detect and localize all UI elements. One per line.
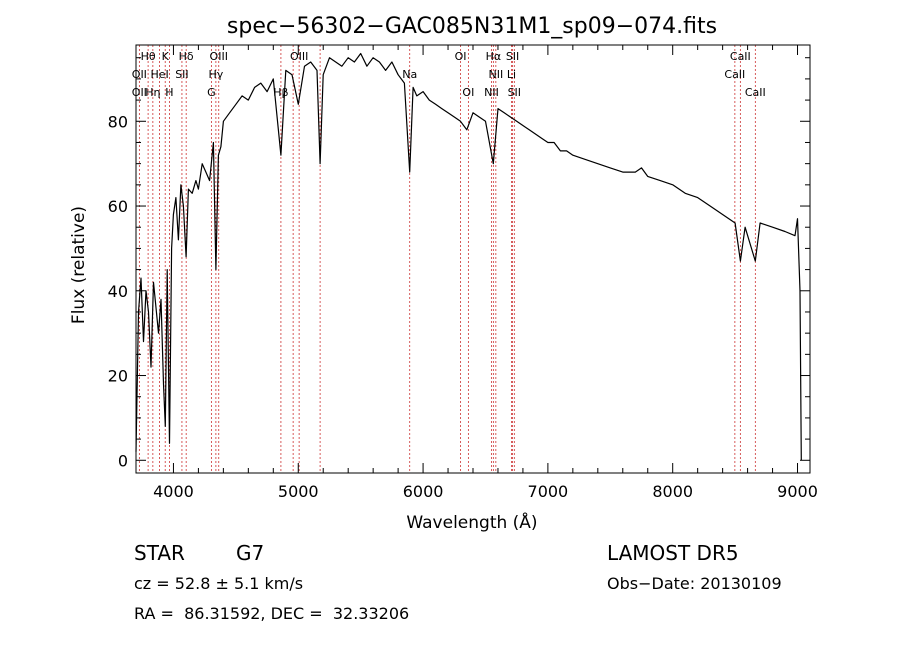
spectral-line-label: OI — [455, 50, 467, 63]
spectral-line-label: Hγ — [208, 68, 223, 81]
spectral-line-label: Hδ — [179, 50, 194, 63]
spectrum-line — [135, 52, 802, 461]
spectral-line-label: Na — [402, 68, 417, 81]
x-tick-layer: 4000 5000 6000 7000 8000 9000 — [153, 45, 818, 501]
spectral-line-label: OII — [132, 86, 147, 99]
spectral-line-label: Hη — [145, 86, 160, 99]
observation-date: Obs−Date: 20130109 — [607, 574, 782, 593]
y-tick-label: 0 — [118, 451, 128, 470]
y-tick-label: 20 — [108, 367, 128, 386]
x-tick-label: 7000 — [528, 482, 569, 501]
spectral-line-label: SII — [508, 86, 521, 99]
spectral-line-label: SII — [175, 68, 188, 81]
x-tick-label: 8000 — [652, 482, 693, 501]
y-tick-label: 40 — [108, 282, 128, 301]
x-tick-label: 5000 — [278, 482, 319, 501]
line-label-layer: Hθ K Hδ OIII OIII OI Hα SII CaII OII HeI SII Hγ Na NII… — [132, 50, 766, 99]
survey-name: LAMOST DR5 — [607, 541, 739, 565]
y-tick-label: 60 — [108, 197, 128, 216]
spectral-line-label: K — [162, 50, 170, 63]
spectrum-layer — [135, 52, 802, 461]
spectral-subclass: G7 — [236, 541, 265, 565]
x-tick-label: 9000 — [777, 482, 818, 501]
y-tick-layer: 0 20 40 60 80 — [108, 57, 810, 470]
spectral-line-label: Hθ — [141, 50, 156, 63]
spectral-line-label: Li — [507, 68, 516, 81]
spectral-line-label: H — [165, 86, 173, 99]
plot-frame — [135, 44, 811, 474]
spectral-line-label: OIII — [210, 50, 228, 63]
spectral-line-label: OIII — [290, 50, 308, 63]
x-tick-label: 6000 — [403, 482, 444, 501]
spectral-line-label: NII — [484, 86, 499, 99]
redshift-value: cz = 52.8 ± 5.1 km/s — [134, 574, 304, 593]
spectral-line-label: CaII — [724, 68, 745, 81]
y-tick-label: 80 — [108, 112, 128, 131]
marker-line-layer — [138, 45, 756, 473]
spectral-line-label: CaII — [730, 50, 751, 63]
spectral-line-label: G — [207, 86, 216, 99]
spectral-line-label: CaII — [745, 86, 766, 99]
x-tick-label: 4000 — [153, 482, 194, 501]
object-class: STAR — [134, 541, 185, 565]
spectral-line-label: NII — [488, 68, 503, 81]
spectral-line-label: Hβ — [273, 86, 288, 99]
spectral-line-label: OII — [132, 68, 147, 81]
y-axis-label: Flux (relative) — [69, 206, 89, 324]
spectral-line-label: SII — [506, 50, 519, 63]
x-axis-label: Wavelength (Å) — [406, 511, 537, 533]
spectral-line-label: OI — [462, 86, 474, 99]
spectral-line-label: Hα — [486, 50, 502, 63]
spectral-line-label: HeI — [150, 68, 168, 81]
coordinates: RA = 86.31592, DEC = 32.33206 — [134, 604, 410, 623]
chart-title: spec−56302−GAC085N31M1_sp09−074.fits — [227, 14, 717, 39]
